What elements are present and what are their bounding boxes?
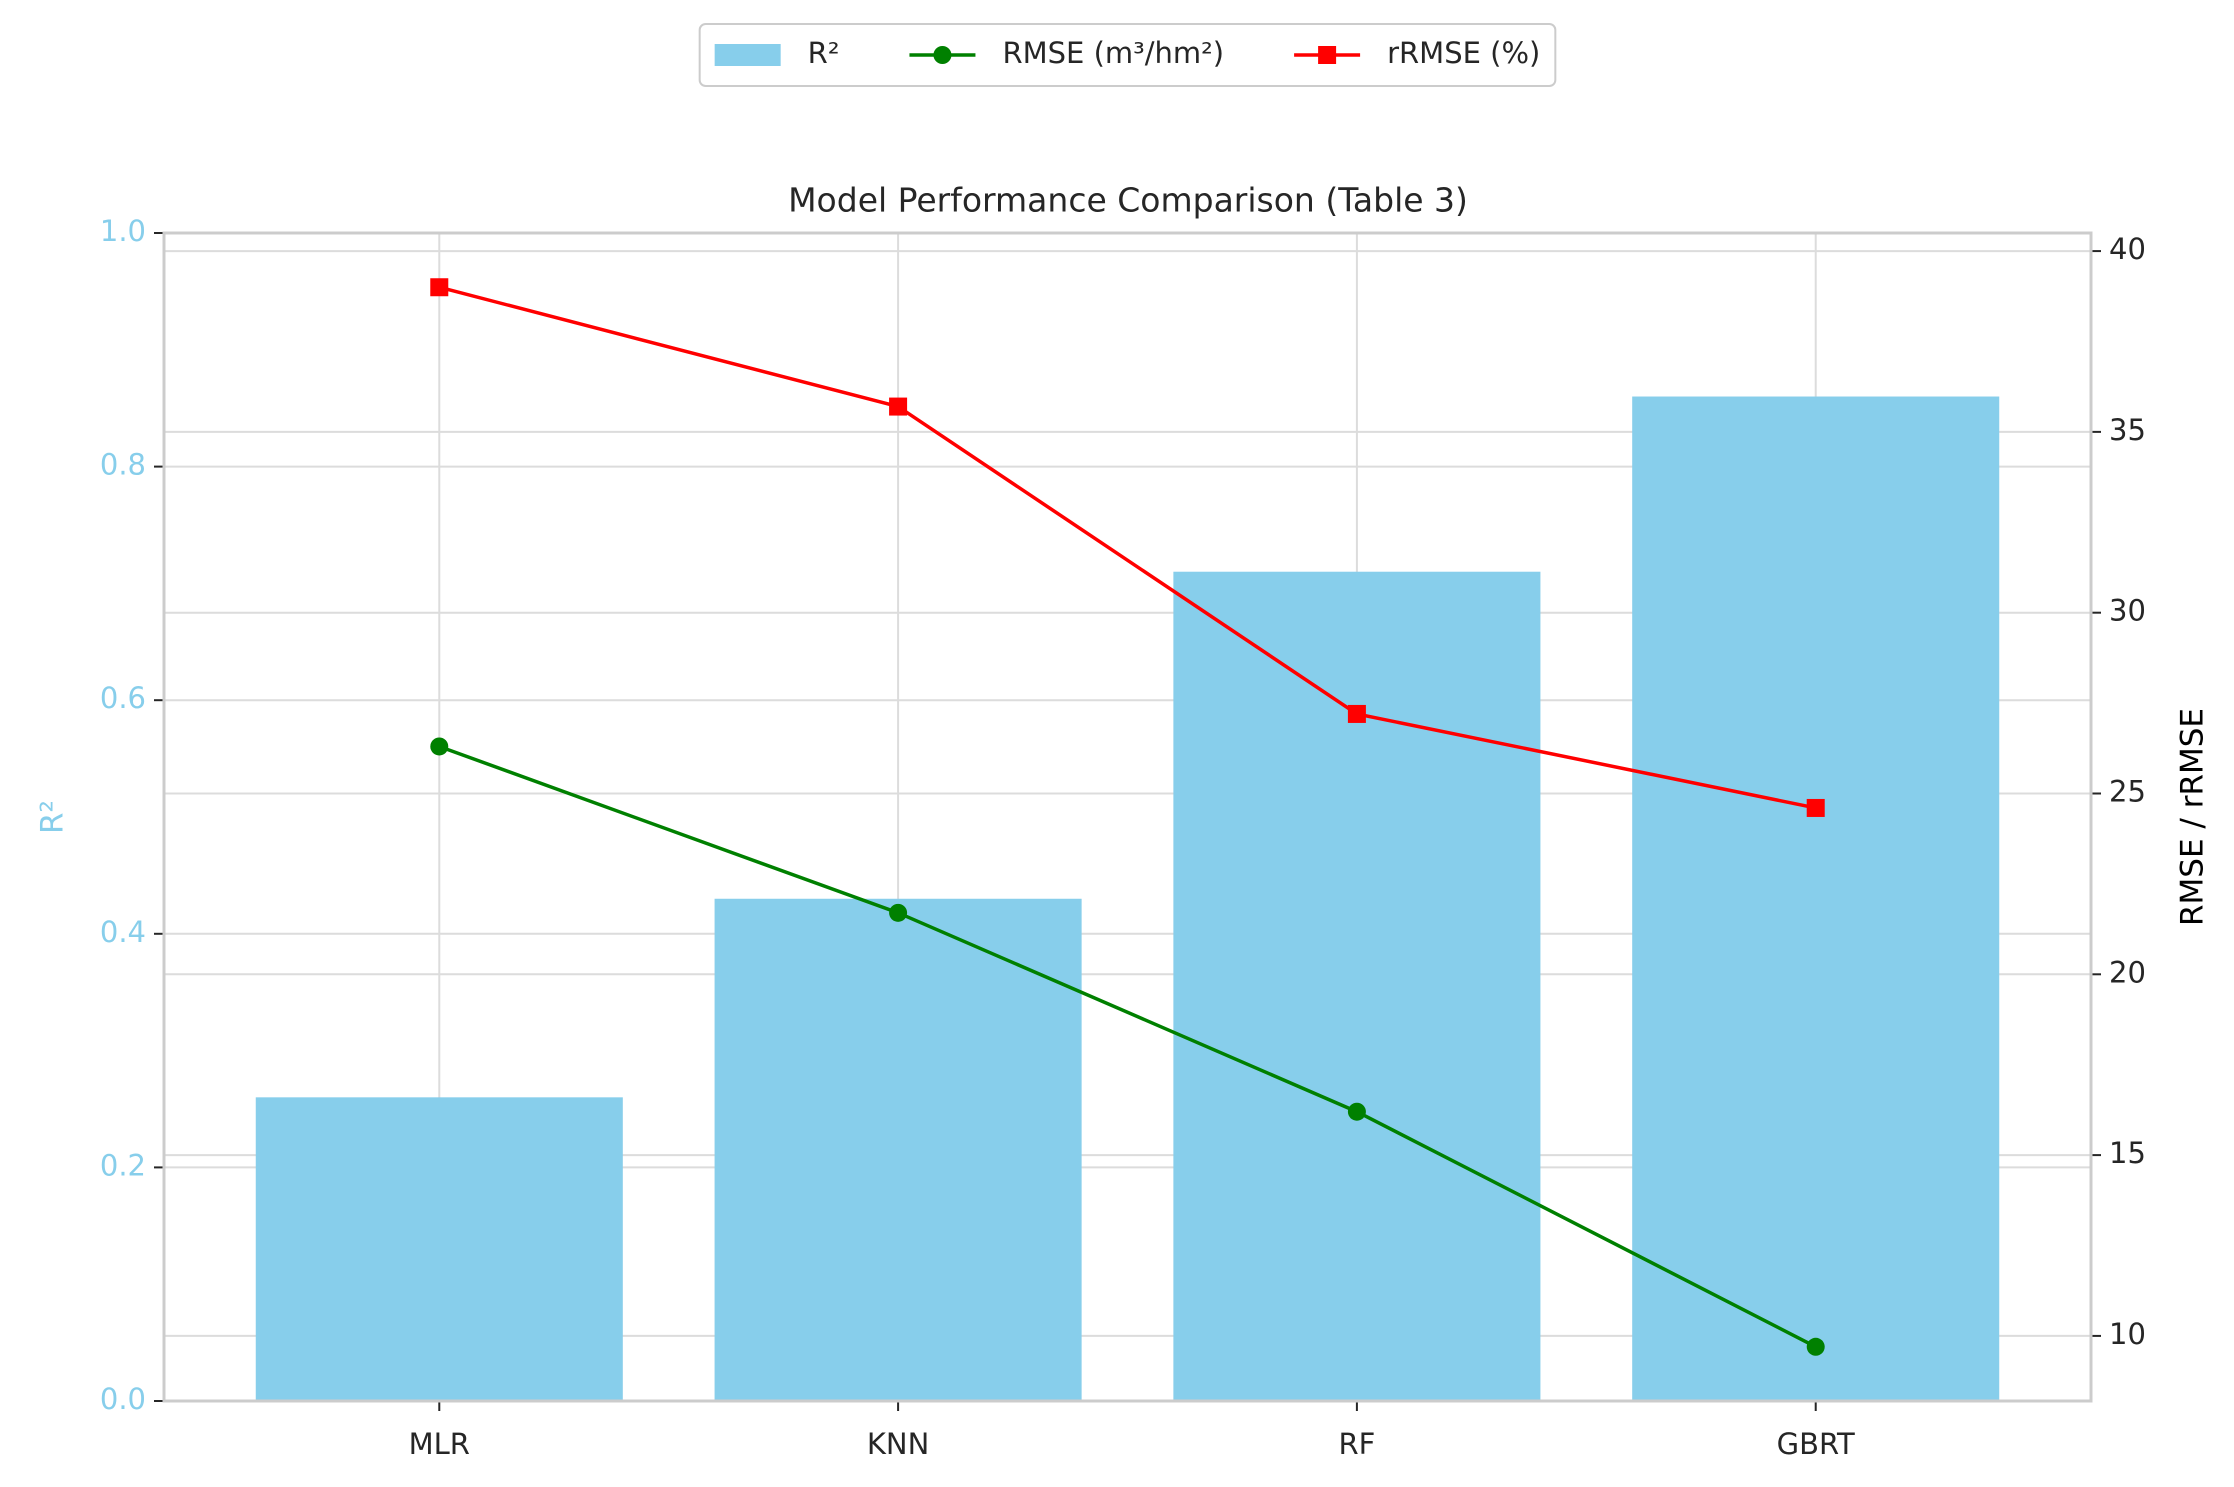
bar: [255, 1097, 623, 1401]
y-tick-label: 1.0: [100, 214, 146, 248]
y2-tick-label: 15: [2109, 1136, 2146, 1170]
chart-title: Model Performance Comparison (Table 3): [788, 181, 1468, 220]
y2-axis-label: RMSE / rRMSE: [2175, 708, 2211, 926]
marker: [1806, 1337, 1825, 1356]
legend: R² RMSE (m³/hm²) rRMSE (%): [698, 23, 1557, 87]
y2-tick-label: 40: [2109, 232, 2146, 266]
line: [438, 285, 1817, 810]
x-tick-label: MLR: [409, 1427, 470, 1461]
bar: [1173, 571, 1541, 1401]
legend-label: rRMSE (%): [1387, 36, 1540, 70]
plot-frame: [162, 231, 2093, 1403]
marker: [889, 903, 908, 922]
y-tick-label: 0.4: [100, 915, 146, 949]
legend-label: RMSE (m³/hm²): [1002, 36, 1224, 70]
y-tick-label: 0.8: [100, 448, 146, 482]
legend-label: R²: [808, 36, 840, 70]
legend-marker: [1318, 46, 1337, 64]
y2-tick-label: 35: [2109, 413, 2146, 447]
marker: [430, 737, 449, 756]
y2-tick-label: 25: [2109, 774, 2146, 808]
x-tick-label: GBRT: [1777, 1427, 1855, 1461]
legend-swatch: [714, 44, 781, 66]
marker: [1347, 704, 1366, 723]
marker: [430, 278, 449, 297]
bar: [714, 898, 1082, 1401]
marker: [1806, 798, 1825, 817]
y2-tick-label: 20: [2109, 955, 2146, 989]
marker: [889, 397, 908, 416]
x-tick-label: RF: [1338, 1427, 1375, 1461]
line: [438, 744, 1817, 1349]
y-tick-label: 0.2: [100, 1148, 146, 1182]
bar: [1632, 396, 2000, 1401]
y2-tick-label: 30: [2109, 594, 2146, 628]
legend-frame: [698, 23, 1557, 87]
y-tick-label: 0.6: [100, 681, 146, 715]
marker: [1347, 1102, 1366, 1121]
legend-marker: [933, 46, 952, 64]
y-tick-label: 0.0: [100, 1382, 146, 1416]
x-tick-label: KNN: [867, 1427, 929, 1461]
y-axis-label: R²: [35, 800, 71, 834]
y2-tick-label: 10: [2109, 1317, 2146, 1351]
